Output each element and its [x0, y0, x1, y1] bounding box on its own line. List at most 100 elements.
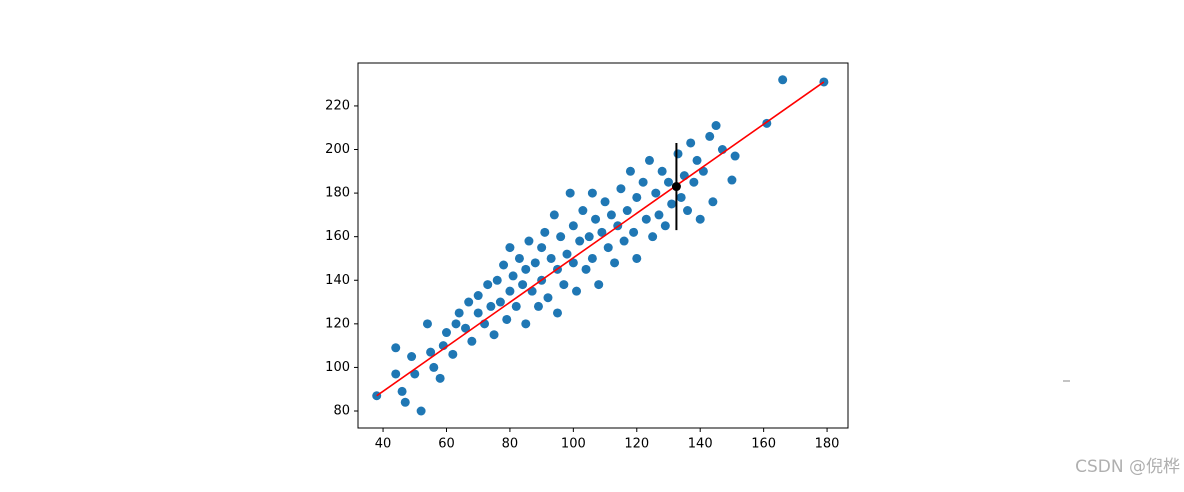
point [705, 131, 715, 141]
point [461, 323, 471, 333]
point [521, 319, 531, 329]
x-tick-label: 100 [561, 437, 586, 452]
y-tick-label: 200 [325, 142, 350, 157]
point [473, 291, 483, 301]
x-tick-label: 120 [624, 437, 649, 452]
point [467, 336, 477, 346]
point [651, 188, 661, 198]
point [568, 221, 578, 231]
point [489, 330, 499, 340]
point [622, 206, 632, 216]
point [511, 301, 521, 311]
point [454, 308, 464, 318]
point [505, 243, 515, 253]
point [530, 258, 540, 268]
point [546, 253, 556, 263]
point [584, 232, 594, 242]
point [483, 280, 493, 290]
point [730, 151, 740, 161]
point [572, 286, 582, 296]
point [502, 314, 512, 324]
y-tick-label: 120 [325, 316, 350, 331]
point [667, 199, 677, 209]
point [679, 171, 689, 181]
point [673, 149, 683, 159]
point [410, 369, 420, 379]
point [594, 280, 604, 290]
point [451, 319, 461, 329]
point [711, 121, 721, 131]
point [629, 227, 639, 237]
point [499, 260, 509, 270]
point [518, 280, 528, 290]
point [619, 236, 629, 246]
point [632, 253, 642, 263]
point [464, 297, 474, 307]
x-tick-label: 40 [375, 437, 392, 452]
point [581, 264, 591, 274]
point [641, 214, 651, 224]
point [683, 206, 693, 216]
point [407, 352, 417, 362]
point [543, 293, 553, 303]
point [448, 349, 458, 359]
point [533, 301, 543, 311]
point [441, 328, 451, 338]
x-tick-label: 180 [815, 437, 840, 452]
point [400, 397, 410, 407]
point [508, 271, 518, 281]
y-tick-label: 80 [333, 404, 350, 419]
point [524, 236, 534, 246]
point [473, 308, 483, 318]
y-tick-label: 160 [325, 229, 350, 244]
point [521, 264, 531, 274]
point [657, 166, 667, 176]
point [648, 232, 658, 242]
x-tick-label: 80 [502, 437, 519, 452]
point [426, 347, 436, 357]
point [591, 214, 601, 224]
point [565, 188, 575, 198]
point [625, 166, 635, 176]
point [537, 243, 547, 253]
point [397, 386, 407, 396]
point [778, 75, 788, 85]
axes-frame [357, 62, 849, 429]
point [600, 197, 610, 207]
point [727, 175, 737, 185]
point [556, 232, 566, 242]
point [505, 286, 515, 296]
point [435, 373, 445, 383]
point [422, 319, 432, 329]
point [552, 308, 562, 318]
point [391, 343, 401, 353]
point [708, 197, 718, 207]
point [559, 280, 569, 290]
point [540, 227, 550, 237]
x-tick-label: 160 [751, 437, 776, 452]
x-tick-label: 140 [688, 437, 713, 452]
point [568, 258, 578, 268]
point [663, 177, 673, 187]
watermark: CSDN @倪桦 [1075, 457, 1180, 477]
y-tick-label: 100 [325, 360, 350, 375]
point [606, 210, 616, 220]
y-tick-label: 140 [325, 273, 350, 288]
point [597, 227, 607, 237]
point [632, 192, 642, 202]
point [429, 362, 439, 372]
point [610, 258, 620, 268]
point [486, 301, 496, 311]
point [578, 206, 588, 216]
point [654, 210, 664, 220]
point [562, 249, 572, 259]
point [676, 192, 686, 202]
point [689, 177, 699, 187]
point [514, 253, 524, 263]
point [660, 221, 670, 231]
error-point [671, 182, 681, 192]
point [416, 406, 426, 416]
point [587, 188, 597, 198]
y-tick-label: 220 [325, 98, 350, 113]
